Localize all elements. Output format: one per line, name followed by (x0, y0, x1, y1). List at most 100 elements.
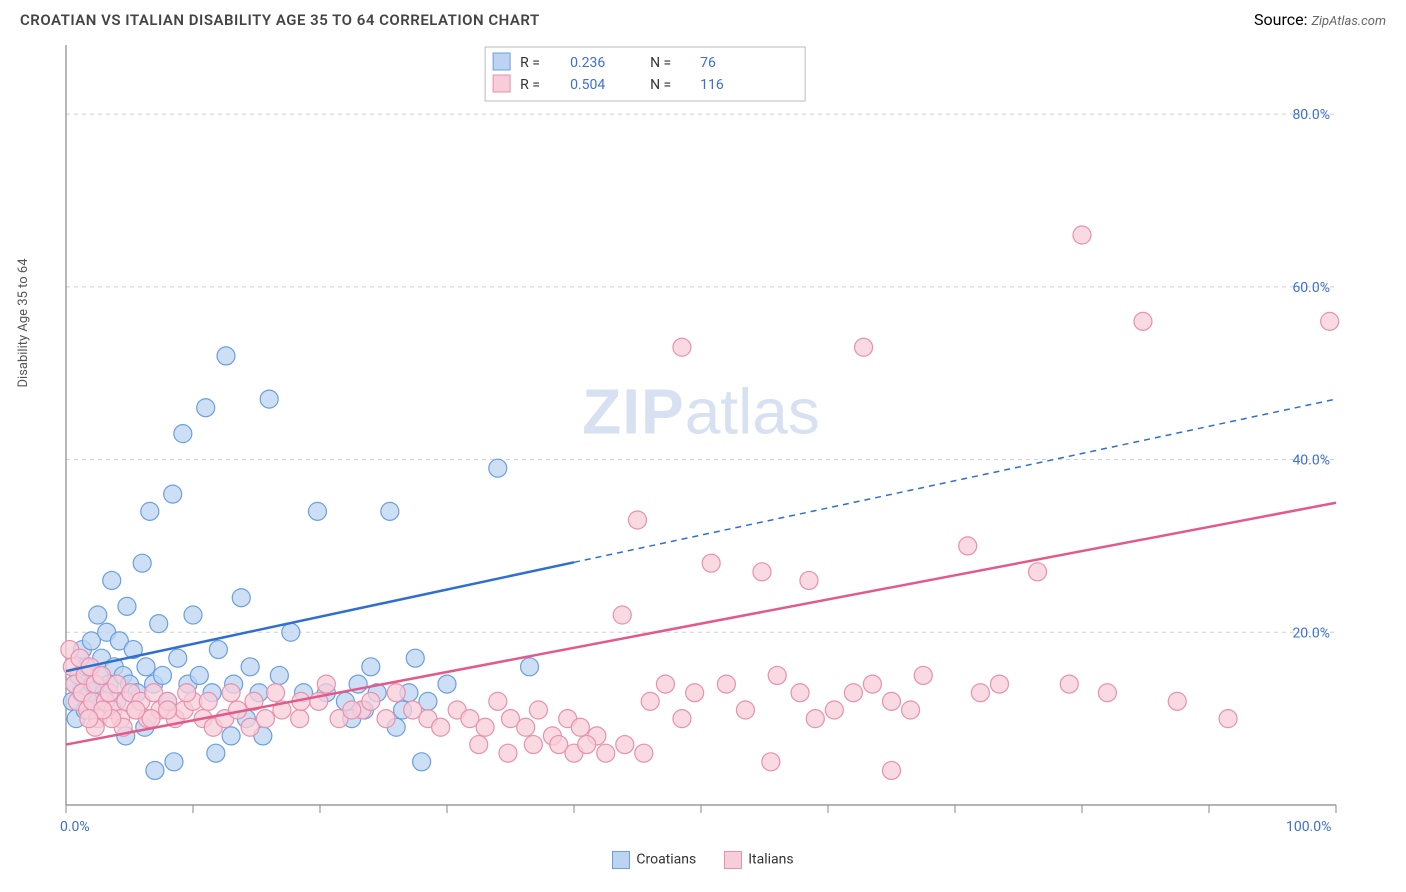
data-point (521, 658, 539, 676)
data-point (673, 710, 691, 728)
data-point (260, 390, 278, 408)
legend-swatch (612, 851, 630, 869)
legend-swatch (493, 75, 510, 92)
data-point (438, 675, 456, 693)
data-point (971, 684, 989, 702)
data-point (571, 718, 589, 736)
data-point (282, 623, 300, 641)
data-point (270, 666, 288, 684)
data-point (791, 684, 809, 702)
data-point (127, 701, 145, 719)
legend-swatch (724, 851, 742, 869)
data-point (1321, 312, 1339, 330)
data-point (165, 753, 183, 771)
data-point (174, 425, 192, 443)
data-point (736, 701, 754, 719)
data-point (154, 666, 172, 684)
data-point (1134, 312, 1152, 330)
data-point (217, 347, 235, 365)
data-point (753, 563, 771, 581)
legend-item: Italians (724, 851, 793, 869)
data-point (207, 744, 225, 762)
data-point (317, 675, 335, 693)
data-point (990, 675, 1008, 693)
legend-r-label: R = (520, 55, 540, 71)
data-point (578, 736, 596, 754)
data-point (222, 727, 240, 745)
legend-n-label: N = (650, 55, 671, 71)
source-attribution: Source: ZipAtlas.com (1254, 10, 1386, 29)
data-point (959, 537, 977, 555)
data-point (141, 502, 159, 520)
legend-r-value: 0.504 (570, 77, 605, 93)
data-point (150, 615, 168, 633)
chart-title: CROATIAN VS ITALIAN DISABILITY AGE 35 TO… (20, 11, 540, 29)
data-point (499, 744, 517, 762)
x-tick-label-right: 100.0% (1286, 819, 1331, 835)
data-point (800, 571, 818, 589)
data-point (529, 701, 547, 719)
y-tick-label: 20.0% (1292, 625, 1330, 641)
data-point (80, 710, 98, 728)
data-point (762, 753, 780, 771)
legend-r-value: 0.236 (570, 55, 605, 71)
data-point (164, 485, 182, 503)
watermark: ZIPatlas (582, 376, 820, 448)
data-point (489, 692, 507, 710)
legend-n-value: 116 (700, 77, 724, 93)
data-point (1073, 226, 1091, 244)
data-point (169, 649, 187, 667)
y-tick-label: 80.0% (1292, 107, 1330, 123)
correlation-scatter-chart: 20.0%40.0%60.0%80.0%0.0%100.0%ZIPatlasR … (20, 35, 1386, 845)
data-point (902, 701, 920, 719)
data-point (381, 502, 399, 520)
data-point (673, 338, 691, 356)
data-point (597, 744, 615, 762)
data-point (1168, 692, 1186, 710)
data-point (1098, 684, 1116, 702)
data-point (613, 606, 631, 624)
data-point (470, 736, 488, 754)
data-point (641, 692, 659, 710)
data-point (190, 666, 208, 684)
data-point (387, 684, 405, 702)
data-point (343, 701, 361, 719)
data-point (406, 649, 424, 667)
data-point (291, 710, 309, 728)
data-point (476, 718, 494, 736)
data-point (146, 761, 164, 779)
data-point (362, 692, 380, 710)
data-point (825, 701, 843, 719)
stats-legend: R =0.236N =76R =0.504N =116 (485, 47, 805, 101)
legend-item: Croatians (612, 851, 696, 869)
y-tick-label: 60.0% (1292, 280, 1330, 296)
data-point (806, 710, 824, 728)
data-point (914, 666, 932, 684)
legend-n-value: 76 (700, 55, 716, 71)
source-name: ZipAtlas.com (1311, 14, 1386, 29)
data-point (184, 606, 202, 624)
legend-n-label: N = (650, 77, 671, 93)
source-prefix: Source: (1254, 10, 1311, 29)
data-point (89, 606, 107, 624)
data-point (524, 736, 542, 754)
data-point (232, 589, 250, 607)
data-point (159, 701, 177, 719)
data-point (137, 658, 155, 676)
legend-label: Croatians (636, 852, 696, 868)
data-point (489, 459, 507, 477)
data-point (883, 761, 901, 779)
data-point (432, 718, 450, 736)
data-point (377, 710, 395, 728)
series-legend: Croatians Italians (20, 851, 1386, 869)
legend-swatch (493, 53, 510, 70)
data-point (222, 684, 240, 702)
data-point (308, 502, 326, 520)
data-point (635, 744, 653, 762)
data-point (517, 718, 535, 736)
data-point (199, 692, 217, 710)
data-point (209, 641, 227, 659)
data-point (256, 710, 274, 728)
data-point (1060, 675, 1078, 693)
data-point (656, 675, 674, 693)
